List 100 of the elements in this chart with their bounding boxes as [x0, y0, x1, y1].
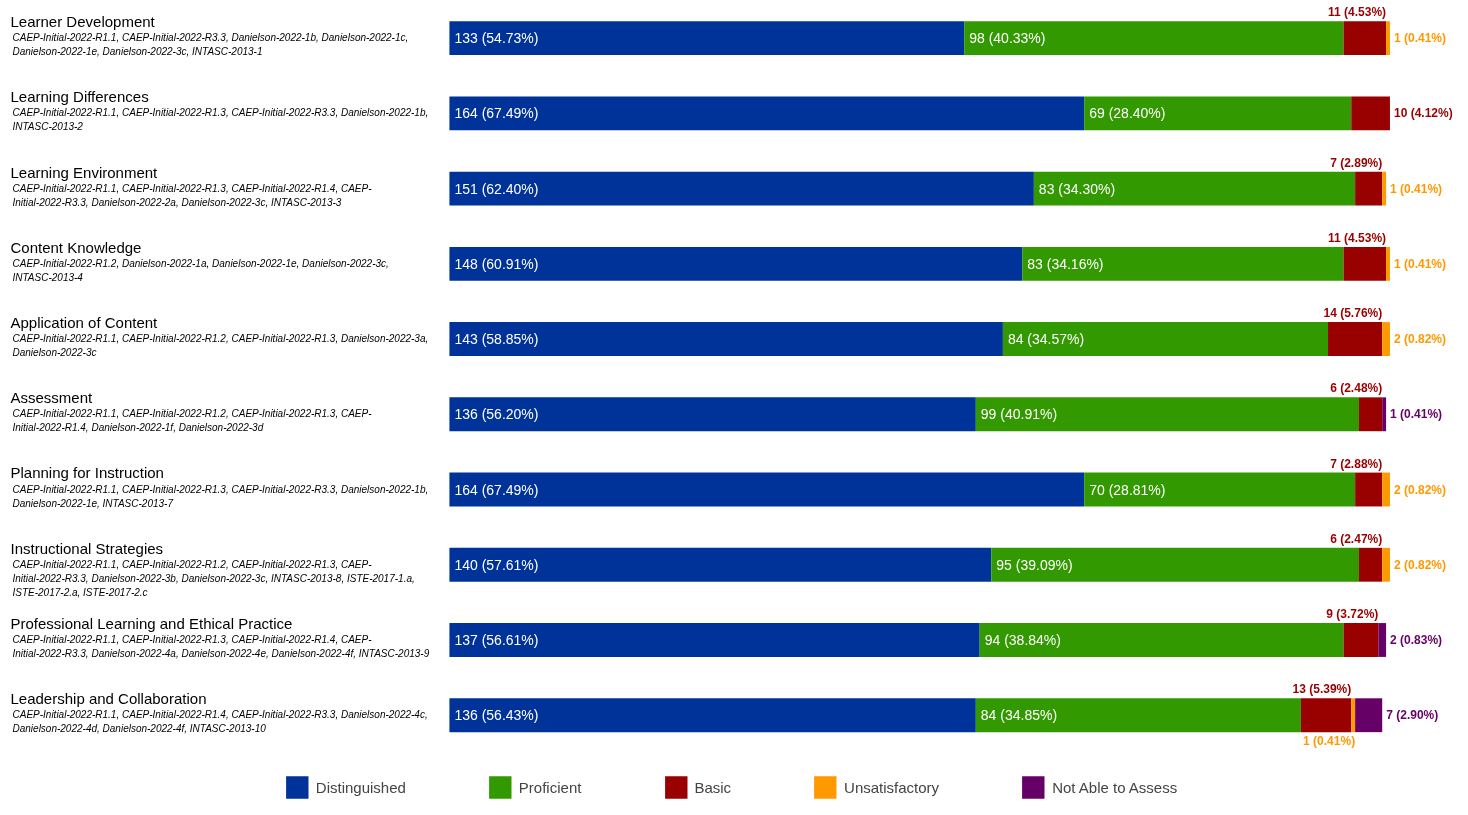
data-label: 7 (2.89%) [1330, 155, 1383, 170]
text: CAEP-Initial-2022-R1.1, CAEP-Initial-2022-R1.3, CAEP-Initial-2022-R1.4, CAEP-Initial-2022-R3.3, Danielson-2022-4a, Danielson-2022-4e, Danielson-2022-4f, INTASC-2013-9 [12, 633, 430, 659]
bar [1386, 21, 1390, 56]
text: CAEP-Initial-2022-R1.1, CAEP-Initial-2022-R1.4, CAEP-Initial-2022-R3.3, Danielson-2022-4c, Danielson-2022-4d, Danielson-2022-4f, INTASC-2013-10 [12, 709, 428, 735]
data-label: 1 (0.41%) [1390, 407, 1443, 422]
bar [1382, 547, 1390, 582]
bar [1328, 322, 1383, 356]
bar [1300, 698, 1352, 733]
y-tick-label: Application of Content [10, 314, 159, 331]
bar [1084, 472, 1356, 507]
bar [1359, 397, 1383, 432]
legend-label: Unsatisfactory [844, 778, 940, 796]
data-label: 133 (54.73%) [454, 30, 539, 47]
bar [1343, 623, 1379, 657]
y-tick-label: Learning Environment [10, 163, 159, 181]
bar [1355, 472, 1383, 507]
bar [991, 547, 1359, 582]
data-label: 1 (0.41%) [1390, 181, 1443, 196]
data-label: 6 (2.48%) [1330, 381, 1383, 396]
bar [449, 21, 965, 56]
bar [449, 96, 1085, 131]
bar [1343, 246, 1387, 281]
bar [975, 397, 1359, 432]
bar [449, 547, 992, 582]
bar [1382, 397, 1387, 432]
data-label: 1 (0.41%) [1303, 734, 1356, 749]
data-label: 137 (56.61%) [454, 631, 539, 648]
bar [979, 623, 1344, 657]
bar [449, 397, 976, 432]
text: CAEP-Initial-2022-R1.1, CAEP-Initial-2022-R1.2, CAEP-Initial-2022-R1.3, CAEP-Initial-2022-R1.4, Danielson-2022-1f, Danielson-2022-3d [12, 408, 373, 434]
text: CAEP-Initial-2022-R1.1, CAEP-Initial-2022-R1.3, CAEP-Initial-2022-R3.3, Danielson-2022-1b, INTASC-2013-2 [12, 107, 429, 133]
data-label: 7 (2.90%) [1386, 708, 1439, 723]
data-label: 2 (0.82%) [1393, 332, 1446, 347]
text: CAEP-Initial-2022-R1.1, CAEP-Initial-2022-R1.2, CAEP-Initial-2022-R1.3, Danielson-2022-3a, Danielson-2022-3c [12, 333, 429, 359]
bar [449, 246, 1023, 281]
bar [1022, 246, 1344, 281]
y-tick-label: Learner Development [10, 13, 156, 31]
legend-label: Not Able to Assess [1052, 778, 1178, 796]
y-tick-label: Planning for Instruction [10, 464, 164, 482]
text: CAEP-Initial-2022-R1.1, CAEP-Initial-2022-R3.3, Danielson-2022-1b, Danielson-2022-1c, Danielson-2022-1e, Danielson-2022-3c, INTASC-2013-1 [12, 32, 409, 58]
data-label: 10 (4.12%) [1393, 106, 1453, 121]
data-label: 95 (39.09%) [996, 556, 1073, 573]
legend-label: Basic [694, 778, 732, 796]
data-label: 151 (62.40%) [454, 180, 539, 197]
bar [1343, 21, 1387, 56]
data-label: 99 (40.91%) [980, 406, 1058, 423]
bar [1033, 171, 1356, 206]
data-label: 11 (4.53%) [1328, 231, 1387, 246]
y-tick-label: Assessment [10, 389, 94, 407]
data-label: 1 (0.41%) [1393, 31, 1446, 46]
data-label: 69 (28.40%) [1089, 105, 1166, 122]
bar [449, 171, 1034, 206]
data-label: 1 (0.41%) [1393, 256, 1446, 271]
data-label: 13 (5.39%) [1292, 682, 1352, 697]
data-label: 94 (38.84%) [984, 631, 1061, 648]
bar [1002, 322, 1329, 356]
data-label: 2 (0.83%) [1390, 632, 1443, 647]
bar [1359, 547, 1383, 582]
text: CAEP-Initial-2022-R1.2, Danielson-2022-1a, Danielson-2022-1e, Danielson-2022-3c, INTASC-2013-4 [12, 257, 389, 283]
bar [449, 472, 1085, 507]
data-label: 14 (5.76%) [1323, 306, 1383, 321]
bar [1382, 472, 1390, 507]
data-label: 164 (67.49%) [454, 481, 539, 498]
data-label: 83 (34.30%) [1038, 180, 1116, 197]
data-label: 2 (0.82%) [1393, 557, 1446, 572]
text: CAEP-Initial-2022-R1.1, CAEP-Initial-2022-R1.3, CAEP-Initial-2022-R3.3, Danielson-2022-1b, Danielson-2022-1e, INTASC-2013-7 [12, 483, 429, 509]
bar [449, 698, 976, 733]
y-tick-label: Instructional Strategies [10, 539, 164, 557]
bar [1382, 322, 1390, 356]
bar [1084, 96, 1352, 131]
y-tick-label: Professional Learning and Ethical Practice [10, 614, 293, 632]
data-label: 98 (40.33%) [969, 30, 1046, 47]
data-label: 84 (34.57%) [1007, 331, 1085, 348]
data-label: 70 (28.81%) [1089, 481, 1166, 498]
data-label: 84 (34.85%) [980, 707, 1058, 724]
legend-label: Distinguished [315, 778, 406, 796]
data-label: 7 (2.88%) [1330, 456, 1383, 471]
data-label: 143 (58.85%) [454, 331, 539, 348]
bar [1355, 171, 1383, 206]
bar [1351, 96, 1390, 131]
bar [449, 623, 980, 657]
data-label: 140 (57.61%) [454, 556, 539, 573]
bar [1386, 246, 1390, 281]
bar [1378, 623, 1387, 657]
bar [1355, 698, 1383, 733]
data-label: 164 (67.49%) [454, 105, 539, 122]
bar [449, 322, 1003, 356]
data-label: 2 (0.82%) [1393, 482, 1446, 497]
legend-label: Proficient [518, 778, 582, 796]
data-label: 9 (3.72%) [1326, 607, 1379, 622]
bar [964, 21, 1344, 56]
text: CAEP-Initial-2022-R1.1, CAEP-Initial-2022-R1.2, CAEP-Initial-2022-R1.3, CAEP-Initial-2022-R3.3, Danielson-2022-3b, Danielson-2022-3c, INTASC-2013-8, ISTE-2017-1.a, ISTE-2017-2.a, ISTE-2017-2.c [12, 558, 415, 598]
data-label: 6 (2.47%) [1330, 531, 1383, 546]
data-label: 148 (60.91%) [454, 255, 539, 272]
data-label: 136 (56.20%) [454, 406, 539, 423]
bar [1351, 698, 1356, 733]
text: CAEP-Initial-2022-R1.1, CAEP-Initial-2022-R1.3, CAEP-Initial-2022-R1.4, CAEP-Initial-2022-R3.3, Danielson-2022-2a, Danielson-2022-3c, INTASC-2013-3 [12, 182, 373, 208]
bar [975, 698, 1301, 733]
y-tick-label: Content Knowledge [10, 238, 142, 256]
y-tick-label: Learning Differences [10, 88, 149, 106]
